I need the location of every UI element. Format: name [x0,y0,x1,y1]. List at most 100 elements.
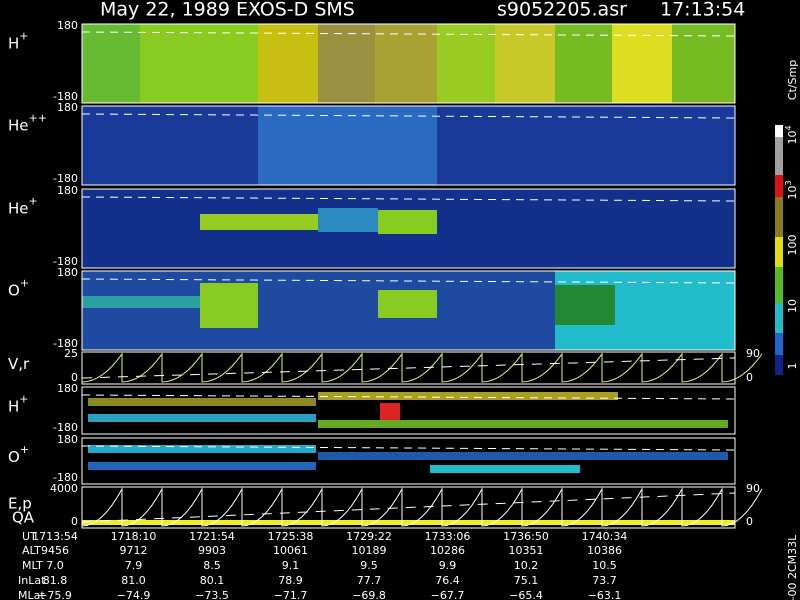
cell: 10.2 [514,559,539,572]
cell: 1733:06 [425,530,471,543]
colorbar-exp: 3 [784,180,793,185]
cell: 1713:54 [32,530,78,543]
panel-frame [81,351,736,385]
cell: 8.5 [203,559,221,572]
panel-frame [81,437,736,485]
cell: 75.1 [514,574,539,587]
cell: −73.5 [195,589,229,600]
colorbar-base: 100 [786,235,799,256]
dashed-line [81,31,736,37]
colorbar-label: 10 [786,299,799,313]
panel-label: He+ [8,195,38,218]
o-small-panel [88,445,728,473]
row-label: UT [22,530,37,543]
dashed-line [81,394,736,400]
panel-label: O+ [8,277,29,300]
row-label: MLat [18,589,45,600]
cell: 9712 [120,544,148,557]
axis-top: 25 [64,347,78,360]
op-panel [82,271,735,350]
dashed-line [81,113,736,119]
cell: −65.4 [509,589,543,600]
cell: 10386 [587,544,622,557]
label-text: E,p [8,494,32,512]
label-text: V,r [8,355,30,373]
panel-label: V,r [8,355,30,373]
colorbar-base: 10 [786,299,799,313]
cell: 81.0 [121,574,146,587]
dashed-line [81,445,736,451]
colorbar-base: 10 [786,131,799,145]
panel-frame [81,23,736,104]
label-sup: + [19,30,28,43]
panel-frame [81,188,736,269]
cell: 9903 [198,544,226,557]
cell: 1718:10 [111,530,157,543]
cell: −75.9 [38,589,72,600]
colorbar-label: 103 [784,180,800,199]
sawtooth [81,487,763,527]
colorbar-label: 100 [786,235,799,256]
row-label: MLT [22,559,43,572]
label-text: He [8,116,29,134]
cell: 1725:38 [268,530,314,543]
cell: 81.8 [43,574,68,587]
axis-top: 180 [57,184,78,197]
label-sup: + [29,195,38,208]
qa-bar [82,520,735,525]
dashed-line [81,278,736,284]
axis-top: 180 [57,382,78,395]
title: May 22, 1989 EXOS-D SMS [100,0,355,21]
axis-top: 180 [57,433,78,446]
dashed-line [81,196,736,202]
colorbar-base: 10 [786,186,799,200]
label-sup: ++ [29,112,47,125]
sawtooth [81,352,763,383]
dashed-line [81,492,736,523]
colorbar-base: 1 [786,363,799,370]
h-small-panel [88,392,728,428]
cell: −67.7 [431,589,465,600]
cell: 7.9 [125,559,143,572]
row-label: InLat [18,574,46,587]
panel-frame [81,486,736,529]
label-text: O [8,448,20,466]
cell: 9.5 [360,559,378,572]
label-sup: + [19,393,28,406]
cell: 9.1 [282,559,300,572]
dashed-line [81,357,736,379]
cell: −69.8 [352,589,386,600]
panel-label: H+ [8,30,29,53]
panel-frame [81,386,736,435]
cell: 9456 [41,544,69,557]
panel-label: He++ [8,112,47,135]
footer: Sep-00 2CM33L [786,534,799,600]
qa-label: QA [12,509,35,527]
axis-top: 180 [57,101,78,114]
panel-label: O+ [8,443,29,466]
axis-bottom: -180 [53,172,78,185]
axis-bottom: -180 [53,421,78,434]
axis-bottom: 0 [71,515,78,528]
panel-frame [81,270,736,351]
right-axis-top: 90 [746,347,760,360]
colorbar-label: 104 [784,125,800,144]
colorbar-unit: Ct/Smp [786,60,799,100]
cell: 10189 [352,544,387,557]
cell: 77.7 [357,574,382,587]
cell: 10061 [273,544,308,557]
axis-top: 180 [57,266,78,279]
label-text: He [8,199,29,217]
cell: 10351 [509,544,544,557]
time: 17:13:54 [660,0,745,21]
axis-top: 180 [57,19,78,32]
cell: 1729:22 [346,530,392,543]
cell: 78.9 [278,574,303,587]
label-text: O [8,281,20,299]
cell: 1721:54 [189,530,235,543]
colorbar [775,125,783,375]
colorbar-label: 1 [786,363,799,370]
h-panel [82,24,735,103]
cell: 80.1 [200,574,225,587]
